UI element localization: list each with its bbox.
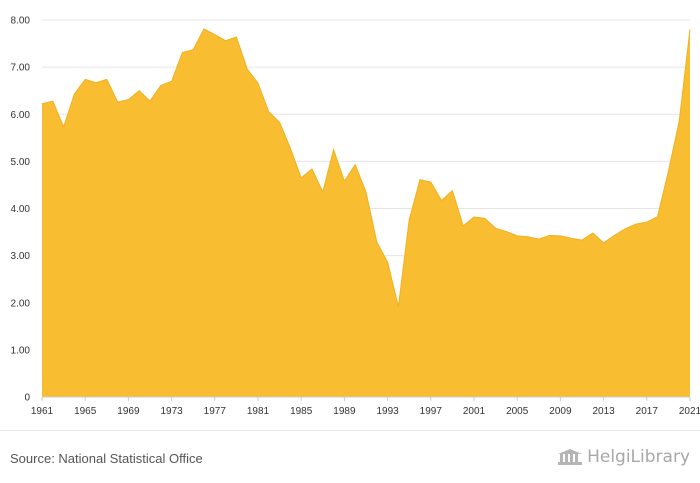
library-logo-icon: [558, 449, 583, 465]
data-point-2007[interactable]: [536, 236, 542, 242]
source-note: Source: National Statistical Office: [10, 451, 203, 466]
series-line: [41, 28, 691, 307]
data-point-2010[interactable]: [568, 235, 574, 241]
data-point-2017[interactable]: [644, 219, 650, 225]
data-point-1975[interactable]: [190, 47, 196, 53]
data-point-1990[interactable]: [352, 162, 358, 168]
data-point-2003[interactable]: [493, 225, 499, 231]
data-point-1993[interactable]: [385, 259, 391, 265]
data-point-1985[interactable]: [298, 175, 304, 181]
y-tick-label: 1.00: [11, 345, 31, 356]
y-tick-label: 4.00: [11, 204, 31, 215]
x-tick-label: 1973: [160, 406, 183, 417]
y-tick-label: 2.00: [11, 298, 31, 309]
data-point-1979[interactable]: [233, 34, 239, 40]
data-point-1988[interactable]: [331, 147, 337, 153]
y-tick-label: 5.00: [11, 157, 31, 168]
data-point-1995[interactable]: [406, 217, 412, 223]
x-tick-label: 1981: [247, 406, 270, 417]
data-point-1981[interactable]: [255, 80, 261, 86]
data-point-2014[interactable]: [611, 232, 617, 238]
area-chart: 01.002.003.004.005.006.007.008.00 1961 19…: [11, 16, 700, 418]
y-tick-label: 8.00: [11, 16, 31, 27]
data-point-1992[interactable]: [374, 239, 380, 245]
x-tick-label: 1993: [376, 406, 399, 417]
x-tick-label: 1989: [333, 406, 356, 417]
data-point-1964[interactable]: [71, 91, 77, 97]
data-point-1973[interactable]: [169, 78, 175, 84]
x-tick-label: 2009: [549, 406, 572, 417]
chart-area-layer: [39, 26, 693, 398]
data-point-2009[interactable]: [557, 233, 563, 239]
y-tick-label: 6.00: [11, 110, 31, 121]
data-point-1976[interactable]: [201, 26, 207, 32]
series-area: [42, 28, 690, 398]
data-point-2001[interactable]: [471, 214, 477, 220]
y-tick-label: 3.00: [11, 251, 31, 262]
data-point-1966[interactable]: [93, 80, 99, 86]
data-point-2006[interactable]: [525, 234, 531, 240]
y-tick-label: 7.00: [11, 63, 31, 74]
data-point-1972[interactable]: [158, 83, 164, 89]
x-tick-label: 1965: [74, 406, 97, 417]
brand-logo[interactable]: HelgiLibrary: [557, 447, 690, 467]
data-point-2000[interactable]: [460, 223, 466, 229]
data-point-1989[interactable]: [341, 178, 347, 184]
x-axis-tick-labels: 1961 1965 1969 1973 1977 1981 1985 1989 1993 1997…: [31, 406, 700, 417]
data-point-1978[interactable]: [223, 38, 229, 44]
x-tick-label: 1961: [31, 406, 54, 417]
data-point-1984[interactable]: [287, 145, 293, 151]
data-point-1991[interactable]: [363, 189, 369, 195]
data-point-2018[interactable]: [655, 214, 661, 220]
chart-footer: Source: National Statistical Office Helg…: [0, 430, 700, 483]
data-point-2021[interactable]: [687, 26, 693, 32]
data-point-2012[interactable]: [590, 230, 596, 236]
data-point-1983[interactable]: [277, 119, 283, 125]
data-point-1971[interactable]: [147, 98, 153, 104]
data-point-2016[interactable]: [633, 221, 639, 227]
data-point-1970[interactable]: [136, 88, 142, 94]
data-point-1998[interactable]: [439, 197, 445, 203]
brand-name: HelgiLibrary: [587, 447, 690, 467]
x-tick-label: 2021: [679, 406, 700, 417]
axes: [41, 396, 691, 401]
data-point-2004[interactable]: [503, 229, 509, 235]
data-point-2002[interactable]: [482, 215, 488, 221]
x-tick-label: 1969: [117, 406, 140, 417]
data-point-2015[interactable]: [622, 226, 628, 232]
data-point-1968[interactable]: [115, 99, 121, 105]
data-point-2008[interactable]: [547, 232, 553, 238]
data-point-1982[interactable]: [266, 109, 272, 115]
x-tick-label: 2013: [592, 406, 615, 417]
x-tick-label: 1985: [290, 406, 313, 417]
data-point-1994[interactable]: [395, 304, 401, 310]
x-tick-label: 2001: [463, 406, 486, 417]
data-point-1962[interactable]: [50, 98, 56, 104]
data-point-2005[interactable]: [514, 233, 520, 239]
x-tick-label: 2017: [636, 406, 659, 417]
data-point-1969[interactable]: [125, 97, 131, 103]
data-point-1999[interactable]: [449, 188, 455, 194]
data-point-1974[interactable]: [179, 50, 185, 56]
data-point-1980[interactable]: [244, 66, 250, 72]
y-tick-label: 0: [24, 393, 30, 404]
data-point-1996[interactable]: [417, 177, 423, 183]
data-point-1997[interactable]: [428, 179, 434, 185]
data-point-1967[interactable]: [104, 76, 110, 82]
data-point-1961[interactable]: [39, 101, 45, 107]
data-point-1977[interactable]: [212, 32, 218, 38]
data-point-1987[interactable]: [320, 189, 326, 195]
x-tick-label: 1977: [204, 406, 227, 417]
data-point-1986[interactable]: [309, 166, 315, 172]
data-point-2011[interactable]: [579, 237, 585, 243]
y-axis-tick-labels: 0 1.00 2.00 3.00 4.00 5.00 6.00 7.00 8.00: [11, 16, 31, 404]
data-point-1963[interactable]: [61, 124, 67, 130]
data-point-2013[interactable]: [601, 240, 607, 246]
x-tick-label: 2005: [506, 406, 529, 417]
data-point-2019[interactable]: [665, 168, 671, 174]
data-point-1965[interactable]: [82, 76, 88, 82]
x-tick-label: 1997: [420, 406, 443, 417]
data-point-2020[interactable]: [676, 118, 682, 124]
